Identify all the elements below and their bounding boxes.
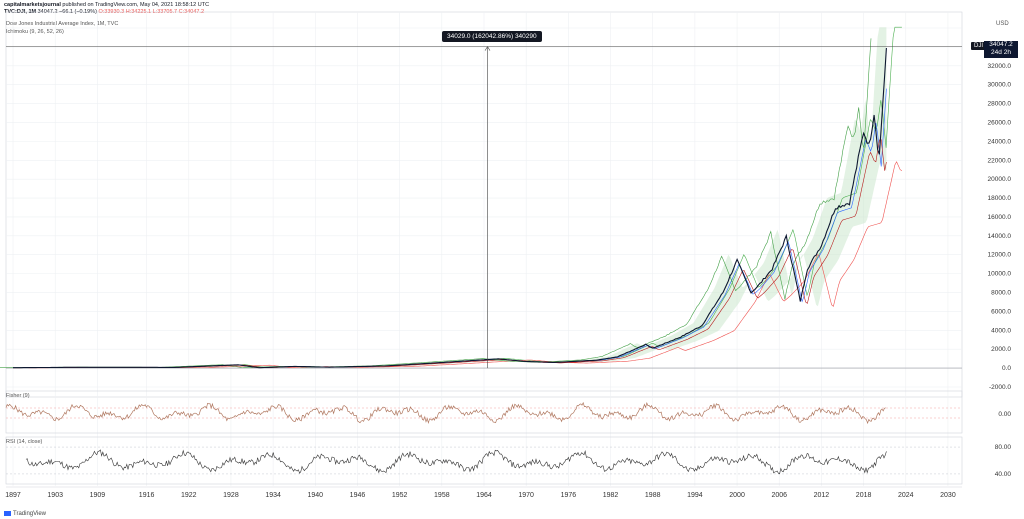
fisher-panel: 0.00 — [5, 390, 1011, 434]
cloud-fill — [13, 27, 887, 368]
published-text: published on TradingView.com, May 04, 20… — [62, 2, 210, 8]
y-tick-label: 22000.0 — [988, 157, 1012, 164]
x-tick-label: 1946 — [350, 492, 366, 499]
y-tick-label: 12000.0 — [988, 252, 1012, 259]
measure-label: 34029.0 (162042.86%) 340290 — [442, 31, 542, 42]
ichimoku-cloud — [13, 27, 887, 368]
x-tick-label: 1982 — [603, 492, 619, 499]
grid-lines — [5, 11, 963, 486]
x-tick-label: 1934 — [265, 492, 281, 499]
rsi-tick-label: 80.00 — [995, 444, 1012, 451]
x-tick-label: 1994 — [687, 492, 703, 499]
x-tick-label: 2024 — [898, 492, 914, 499]
publisher-name: capitalmarketsjournal — [4, 2, 61, 8]
y-tick-label: 8000.0 — [991, 290, 1011, 297]
y-tick-label: 30000.0 — [988, 82, 1012, 89]
series-legend: Dow Jones Industrial Average Index, 1M, … — [6, 21, 119, 27]
x-tick-label: 2018 — [856, 492, 872, 499]
y-tick-label: 0.0 — [1002, 365, 1011, 372]
fisher-line — [5, 401, 886, 425]
y-tick-label: 14000.0 — [988, 233, 1012, 240]
y-tick-label: 10000.0 — [988, 271, 1012, 278]
x-tick-label: 1940 — [308, 492, 324, 499]
ichimoku-lines — [0, 26, 903, 369]
conversion-line — [13, 88, 887, 368]
symbol-tag: DJI — [971, 42, 986, 50]
x-tick-label: 2000 — [729, 492, 745, 499]
x-tick-label: 2012 — [814, 492, 830, 499]
tradingview-logo-icon — [4, 510, 11, 516]
y-tick-label: 16000.0 — [988, 214, 1012, 221]
y-axis: -2000.0 0.0 2000.0 4000.0 6000.0 8000.0 10000.… — [988, 44, 1012, 391]
publish-line: capitalmarketsjournal published on Tradi… — [4, 2, 209, 9]
x-tick-label: 1916 — [139, 492, 155, 499]
brand-label: TradingView — [13, 511, 47, 517]
x-tick-label: 1958 — [434, 492, 450, 499]
rsi-legend: RSI (14, close) — [6, 439, 43, 445]
tradingview-brand[interactable]: TradingView — [4, 510, 47, 517]
x-tick-label: 1952 — [392, 492, 408, 499]
x-tick-label: 2006 — [771, 492, 787, 499]
y-tick-label: 18000.0 — [988, 195, 1012, 202]
y-tick-label: -2000.0 — [989, 384, 1011, 391]
ichimoku-legend: Ichimoku (9, 26, 52, 26) — [6, 29, 64, 35]
x-tick-label: 2030 — [940, 492, 956, 499]
base-line — [13, 139, 887, 369]
price-tag-value: 34047.2 — [989, 41, 1013, 48]
y-tick-label: 28000.0 — [988, 101, 1012, 108]
x-axis: 1897 1903 1909 1916 1922 1928 1934 1940 1946 1952… — [5, 486, 962, 499]
price-tag: 34047.2 24d 2h — [984, 41, 1018, 58]
rsi-panel: 80.00 40.00 — [5, 436, 1012, 485]
fisher-legend: Fisher (9) — [6, 393, 30, 399]
price-series — [13, 47, 887, 369]
y-tick-label: 20000.0 — [988, 176, 1012, 183]
x-tick-label: 1922 — [181, 492, 197, 499]
x-tick-label: 1964 — [476, 492, 492, 499]
y-tick-label: 26000.0 — [988, 119, 1012, 126]
price-line — [13, 47, 887, 369]
x-tick-label: 1897 — [5, 492, 21, 499]
price-tag-countdown: 24d 2h — [991, 49, 1011, 56]
y-tick-label: 32000.0 — [988, 63, 1012, 70]
fisher-pane-border — [5, 390, 963, 434]
rsi-pane-border — [5, 436, 963, 485]
rsi-tick-label: 40.00 — [995, 471, 1012, 478]
y-tick-label: 24000.0 — [988, 138, 1012, 145]
measure-tool — [6, 46, 962, 369]
fisher-tick-label: 0.00 — [998, 411, 1011, 418]
lagging-span-line — [0, 38, 872, 369]
x-tick-label: 1976 — [561, 492, 577, 499]
y-tick-label: 6000.0 — [991, 308, 1011, 315]
y-tick-label: 4000.0 — [991, 327, 1011, 334]
y-tick-label: 2000.0 — [991, 346, 1011, 353]
rsi-line — [25, 449, 887, 475]
x-tick-label: 1903 — [47, 492, 63, 499]
currency-label: USD — [996, 21, 1009, 27]
x-tick-label: 1970 — [518, 492, 534, 499]
measure-arrow-icon — [484, 46, 491, 51]
leading-span-a-line — [28, 26, 902, 369]
x-tick-label: 1928 — [223, 492, 239, 499]
x-tick-label: 1909 — [90, 492, 106, 499]
x-tick-label: 1988 — [645, 492, 661, 499]
